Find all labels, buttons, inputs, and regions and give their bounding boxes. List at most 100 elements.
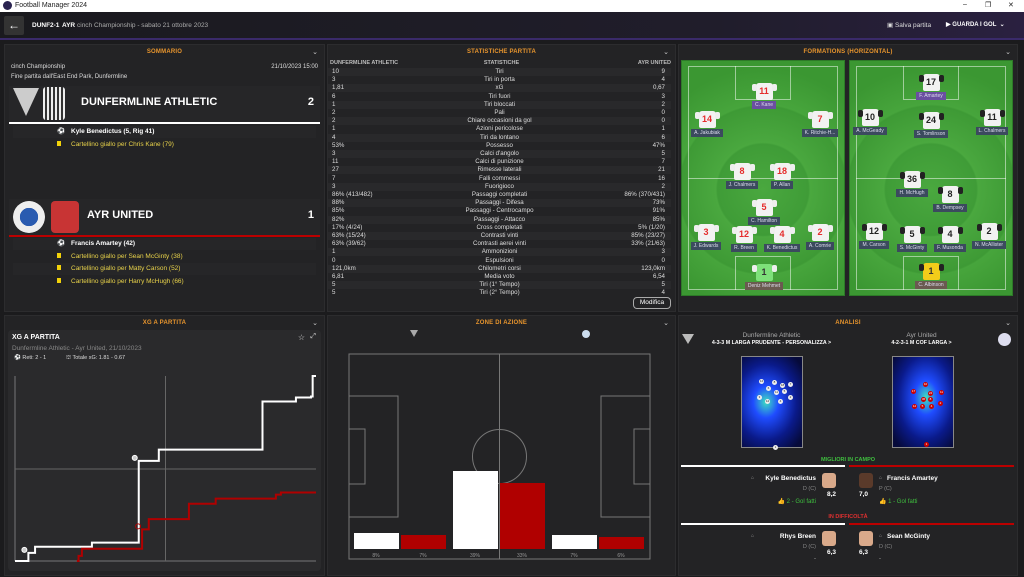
formation-player[interactable]: 8 B. Dempsey (930, 186, 970, 212)
stat-label: Tiri (1° Tempo) (479, 281, 520, 289)
goal-marker[interactable] (131, 454, 138, 461)
stat-label: Azioni pericolose (476, 125, 523, 133)
formation-player[interactable]: 10 A. McGeady (850, 109, 890, 135)
stats-table[interactable]: 10 Tiri 9 3 Tiri in porta 4 1,81 xG 0,67 6 Tiri fu… (328, 68, 671, 298)
match-event[interactable]: Cartellino giallo per Harry McHugh (66) (13, 276, 316, 288)
match-event[interactable]: Cartellino giallo per Chris Kane (79) (13, 139, 316, 151)
stats-title: STATISTICHE PARTITA (466, 49, 537, 55)
stat-home-value: 3 (332, 182, 336, 190)
away-divider (849, 465, 1014, 467)
chevron-down-icon[interactable]: ⌄ (312, 320, 318, 327)
shirt-icon: 10 (857, 109, 883, 126)
player-card[interactable]: 7,0 Francis Amartey ⌂ P (C) 👍 1 - Gol fatti (849, 471, 1014, 511)
chevron-down-icon[interactable]: ⌄ (663, 49, 669, 56)
stats-row: 3 Calci d'angolo 5 (328, 150, 671, 158)
player-position: D (C) (802, 544, 816, 550)
expand-icon[interactable]: ⤢ (310, 333, 316, 340)
formation-player[interactable]: 7 K. Ritchie-H... (800, 111, 840, 137)
goal-marker[interactable] (135, 523, 142, 530)
watch-goals-button[interactable]: ▶ GUARDA I GOL ⌄ (946, 21, 1005, 28)
formation-player[interactable]: 4 K. Benedictus (762, 226, 802, 252)
player-name: F. Amartey (916, 92, 946, 100)
away-tactic-link[interactable]: 4-2-3-1 M COF LARGA > (891, 340, 952, 346)
formation-player[interactable]: 5 S. McGinty (892, 226, 932, 252)
stat-away-value: 123,0km (641, 264, 665, 272)
ball-icon: ⚽ (57, 240, 66, 247)
formation-player[interactable]: 2 A. Comrie (800, 224, 840, 250)
formation-player[interactable]: 12 R. Breen (724, 226, 764, 252)
stats-row: 4 Tiri da lontano 6 (328, 133, 671, 142)
chevron-down-icon[interactable]: ⌄ (1005, 320, 1011, 327)
xg-card-title: XG A PARTITA (12, 334, 60, 341)
away-divider (849, 523, 1014, 525)
formation-player[interactable]: 18 P. Allan (762, 163, 802, 189)
shirt-icon: 36 (899, 171, 925, 188)
stat-label: xG (495, 84, 504, 92)
stats-row: 82% Passaggi - Attacco 85% (328, 215, 671, 224)
chevron-down-icon[interactable]: ⌄ (312, 49, 318, 56)
player-card[interactable]: 6,3 Sean McGinty ⌂ D (C) - (849, 529, 1014, 569)
formation-player[interactable]: 14 A. Jakubiak (687, 111, 727, 137)
star-icon[interactable]: ☆ (297, 333, 305, 342)
formation-player[interactable]: 3 J. Edwards (686, 224, 726, 250)
formation-player[interactable]: 11 C. Kane (744, 83, 784, 109)
restore-button[interactable]: ❐ (985, 2, 992, 9)
formation-player[interactable]: 24 S. Tomlinson (911, 112, 951, 138)
away-team-row[interactable]: AYR UNITED 1 (9, 199, 320, 237)
shirt-icon: 4 (769, 226, 795, 243)
player-note: - (814, 556, 816, 562)
stats-row: 2 Pali 0 (328, 109, 671, 117)
stat-home-value: 6,81 (332, 273, 345, 280)
back-button[interactable]: ← (4, 16, 24, 35)
formation-player[interactable]: 8 J. Chalmers (722, 163, 762, 189)
player-card[interactable]: 8,2 Kyle Benedictus ⌂ D (C) 👍 2 - Gol fatti (681, 471, 846, 511)
match-event[interactable]: Cartellino giallo per Sean McGinty (38) (13, 251, 316, 263)
stat-home-value: 88% (332, 199, 345, 207)
stats-row: 1 Ammonizioni 3 (328, 248, 671, 257)
zone-bar-home (453, 471, 498, 549)
save-match-button[interactable]: ▣ Salva partita (887, 21, 931, 29)
goal-net-icon: ⛫ (66, 355, 73, 361)
home-team-row[interactable]: DUNFERMLINE ATHLETIC 2 (9, 86, 320, 124)
player-card[interactable]: 6,3 Rhys Breen ⌂ D (C) - (681, 529, 846, 569)
edit-stats-button[interactable]: Modifica (633, 297, 671, 309)
heatmap-player-dot: 4 (778, 399, 783, 404)
formation-player[interactable]: 36 H. McHugh (892, 171, 932, 197)
stat-home-value: 6 (332, 92, 336, 100)
chevron-down-icon[interactable]: ⌄ (663, 320, 669, 327)
stat-away-value: 47% (652, 141, 665, 149)
formation-player[interactable]: 4 F. Musonda (930, 226, 970, 252)
match-event[interactable]: ⚽ Francis Amartey (42) (13, 238, 316, 250)
player-name: K. Benedictus (763, 244, 801, 252)
formation-player[interactable]: 1 Deniz Mehmet (744, 264, 784, 290)
zone-bar-label: 6% (617, 553, 625, 559)
heatmap-player-dot: 11 (774, 390, 779, 395)
formation-player[interactable]: 11 L. Chalmers (972, 109, 1012, 135)
formation-player[interactable]: 12 M. Carson (854, 223, 894, 249)
thumbs-up-icon: 👍 (879, 499, 889, 505)
match-event[interactable]: Cartellino giallo per Matty Carson (52) (13, 263, 316, 276)
shirt-icon: 14 (694, 111, 720, 128)
heatmap-player-dot: 12 (912, 404, 917, 409)
formation-player[interactable]: 2 N. McAllister (969, 223, 1009, 249)
chevron-down-icon[interactable]: ⌄ (996, 22, 1005, 28)
stat-label: Passaggi - Centrocampo (465, 207, 534, 215)
minimize-button[interactable]: – (963, 1, 967, 8)
match-event[interactable]: ⚽ Kyle Benedictus (5, Rig 41) (13, 126, 316, 138)
summary-panel: SOMMARIO ⌄ cinch Championship 21/10/2023… (4, 44, 325, 312)
goal-marker[interactable] (21, 546, 28, 553)
home-crest-icon (682, 334, 694, 344)
close-button[interactable]: ✕ (1008, 2, 1014, 9)
stat-away-value: 7 (661, 158, 665, 166)
best-players-title: MIGLIORI IN CAMPO (820, 457, 876, 463)
formation-player[interactable]: 5 C. Hamilton (744, 199, 784, 225)
zone-bar-away (500, 483, 545, 549)
stat-label: Falli commessi (479, 174, 520, 182)
stat-away-value: 0 (661, 109, 665, 116)
formation-player[interactable]: 1 C. Albinson (911, 263, 951, 289)
formation-player[interactable]: 17 F. Amartey (911, 74, 951, 100)
stat-label: Cross completati (476, 223, 523, 231)
home-tactic-link[interactable]: 4-3-3 M LARGA PRUDENTE - PERSONALIZZA > (711, 340, 832, 346)
stats-row: 0 Espulsioni 0 (328, 257, 671, 265)
chevron-down-icon[interactable]: ⌄ (1005, 49, 1011, 56)
